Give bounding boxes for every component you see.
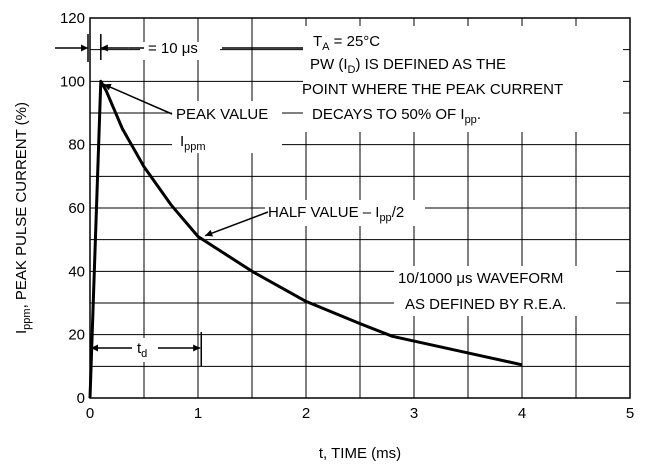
y-tick-label: 20 bbox=[68, 327, 85, 344]
ta-label: TA = 25°C bbox=[313, 33, 380, 53]
waveform-curve bbox=[88, 79, 523, 399]
y-tick-label: 60 bbox=[68, 200, 85, 217]
pw-definition-line1: PW (ID) IS DEFINED AS THE bbox=[310, 56, 506, 76]
y-tick-label: 80 bbox=[68, 137, 85, 154]
peak-value-arrow bbox=[103, 83, 173, 115]
waveform-label-background bbox=[394, 266, 616, 316]
y-tick-label: 0 bbox=[77, 390, 85, 407]
x-tick-label: 2 bbox=[302, 405, 310, 422]
y-tick-label: 120 bbox=[60, 10, 85, 27]
pw-definition-line3: DECAYS TO 50% OF Ipp. bbox=[312, 106, 481, 126]
half-value-label: HALF VALUE – Ipp/2 bbox=[268, 204, 404, 224]
x-tick-label: 3 bbox=[410, 405, 418, 422]
tick-labels: 0 1 2 3 4 5 0 20 40 60 80 100 120 bbox=[60, 10, 634, 422]
y-tick-label: 100 bbox=[60, 73, 85, 90]
pw-note-background bbox=[303, 26, 623, 132]
peak-label-background bbox=[172, 101, 282, 153]
plot-frame bbox=[89, 17, 631, 399]
x-tick-label: 4 bbox=[518, 405, 526, 422]
td-label-background bbox=[132, 338, 156, 362]
pulse-width-label: = 10 μs bbox=[148, 40, 198, 57]
y-tick-label: 40 bbox=[68, 263, 85, 280]
pulse-width-background bbox=[140, 42, 220, 60]
peak-value-label: PEAK VALUE bbox=[176, 106, 268, 123]
pw-definition-line2: POINT WHERE THE PEAK CURRENT bbox=[302, 81, 563, 98]
annotation-arrows bbox=[55, 26, 623, 366]
x-tick-label: 5 bbox=[626, 405, 634, 422]
half-label-background bbox=[265, 200, 425, 226]
x-tick-label: 1 bbox=[194, 405, 202, 422]
half-value-arrow bbox=[204, 211, 269, 237]
x-tick-label: 0 bbox=[86, 405, 94, 422]
y-axis-label: Ippm, PEAK PULSE CURRENT (%) bbox=[13, 102, 33, 334]
waveform-label-line1: 10/1000 μs WAVEFORM bbox=[398, 270, 563, 287]
waveform-label-line2: AS DEFINED BY R.E.A. bbox=[405, 296, 566, 313]
ippm-label: Ippm bbox=[180, 133, 206, 153]
td-label: td bbox=[137, 340, 147, 360]
x-axis-label: t, TIME (ms) bbox=[319, 445, 401, 462]
